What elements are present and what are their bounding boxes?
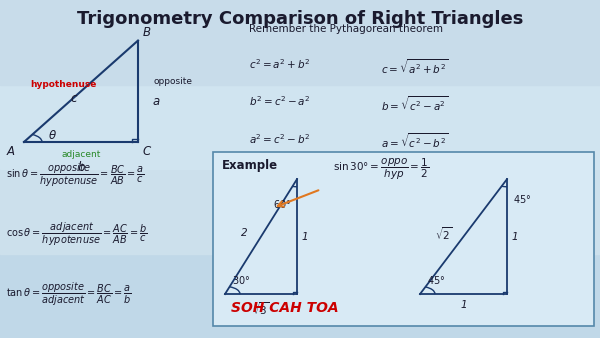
Text: b: b [77, 161, 85, 173]
Bar [0, 169, 600, 254]
Text: $\sqrt{3}$: $\sqrt{3}$ [252, 300, 270, 317]
Text: $60°$: $60°$ [273, 198, 291, 210]
Text: $b = \sqrt{c^2 - a^2}$: $b = \sqrt{c^2 - a^2}$ [381, 95, 448, 113]
Bar [0, 0, 600, 84]
Text: SOH CAH TOA: SOH CAH TOA [231, 301, 339, 315]
Text: C: C [143, 145, 151, 158]
Text: $45°$: $45°$ [513, 193, 531, 205]
Text: $\sin\theta = \dfrac{opposite}{hypotenuse} = \dfrac{BC}{AB} = \dfrac{a}{c}$: $\sin\theta = \dfrac{opposite}{hypotenus… [6, 162, 145, 189]
Text: $30°$: $30°$ [232, 273, 250, 286]
Text: $a = \sqrt{c^2 - b^2}$: $a = \sqrt{c^2 - b^2}$ [381, 132, 448, 150]
Text: $c = \sqrt{a^2 + b^2}$: $c = \sqrt{a^2 + b^2}$ [381, 57, 448, 76]
Text: $a^2 = c^2 - b^2$: $a^2 = c^2 - b^2$ [249, 132, 311, 146]
Text: $\cos\theta = \dfrac{adjacent}{hypotenuse} = \dfrac{AC}{AB} = \dfrac{b}{c}$: $\cos\theta = \dfrac{adjacent}{hypotenus… [6, 221, 148, 248]
Text: A: A [7, 145, 15, 158]
Text: Remember the Pythagorean theorem: Remember the Pythagorean theorem [249, 24, 443, 34]
Text: Trigonometry Comparison of Right Triangles: Trigonometry Comparison of Right Triangl… [77, 10, 523, 28]
Text: $b^2 = c^2 - a^2$: $b^2 = c^2 - a^2$ [249, 95, 311, 108]
Text: 1: 1 [302, 232, 308, 242]
Text: $45°$: $45°$ [427, 273, 445, 286]
Text: $\sqrt{2}$: $\sqrt{2}$ [435, 225, 453, 242]
Text: c: c [70, 92, 77, 105]
Text: $\sin 30° = \dfrac{oppo}{hyp} = \dfrac{1}{2}$: $\sin 30° = \dfrac{oppo}{hyp} = \dfrac{1… [333, 157, 429, 183]
Bar [213, 152, 594, 326]
Text: 2: 2 [241, 228, 248, 238]
Bar [0, 84, 600, 169]
Text: 1: 1 [512, 232, 518, 242]
Text: opposite: opposite [153, 77, 192, 86]
Text: $c^2 = a^2 + b^2$: $c^2 = a^2 + b^2$ [249, 57, 311, 71]
Text: hypothenuse: hypothenuse [30, 80, 97, 90]
Text: Example: Example [222, 159, 278, 172]
Text: adjacent: adjacent [61, 150, 101, 160]
Text: 1: 1 [460, 300, 467, 310]
Text: $\theta$: $\theta$ [49, 129, 57, 142]
Text: $\tan\theta = \dfrac{opposite}{adjacent} = \dfrac{BC}{AC} = \dfrac{a}{b}$: $\tan\theta = \dfrac{opposite}{adjacent}… [6, 281, 132, 308]
Bar [0, 254, 600, 338]
Text: a: a [153, 95, 160, 108]
Text: B: B [143, 26, 151, 39]
